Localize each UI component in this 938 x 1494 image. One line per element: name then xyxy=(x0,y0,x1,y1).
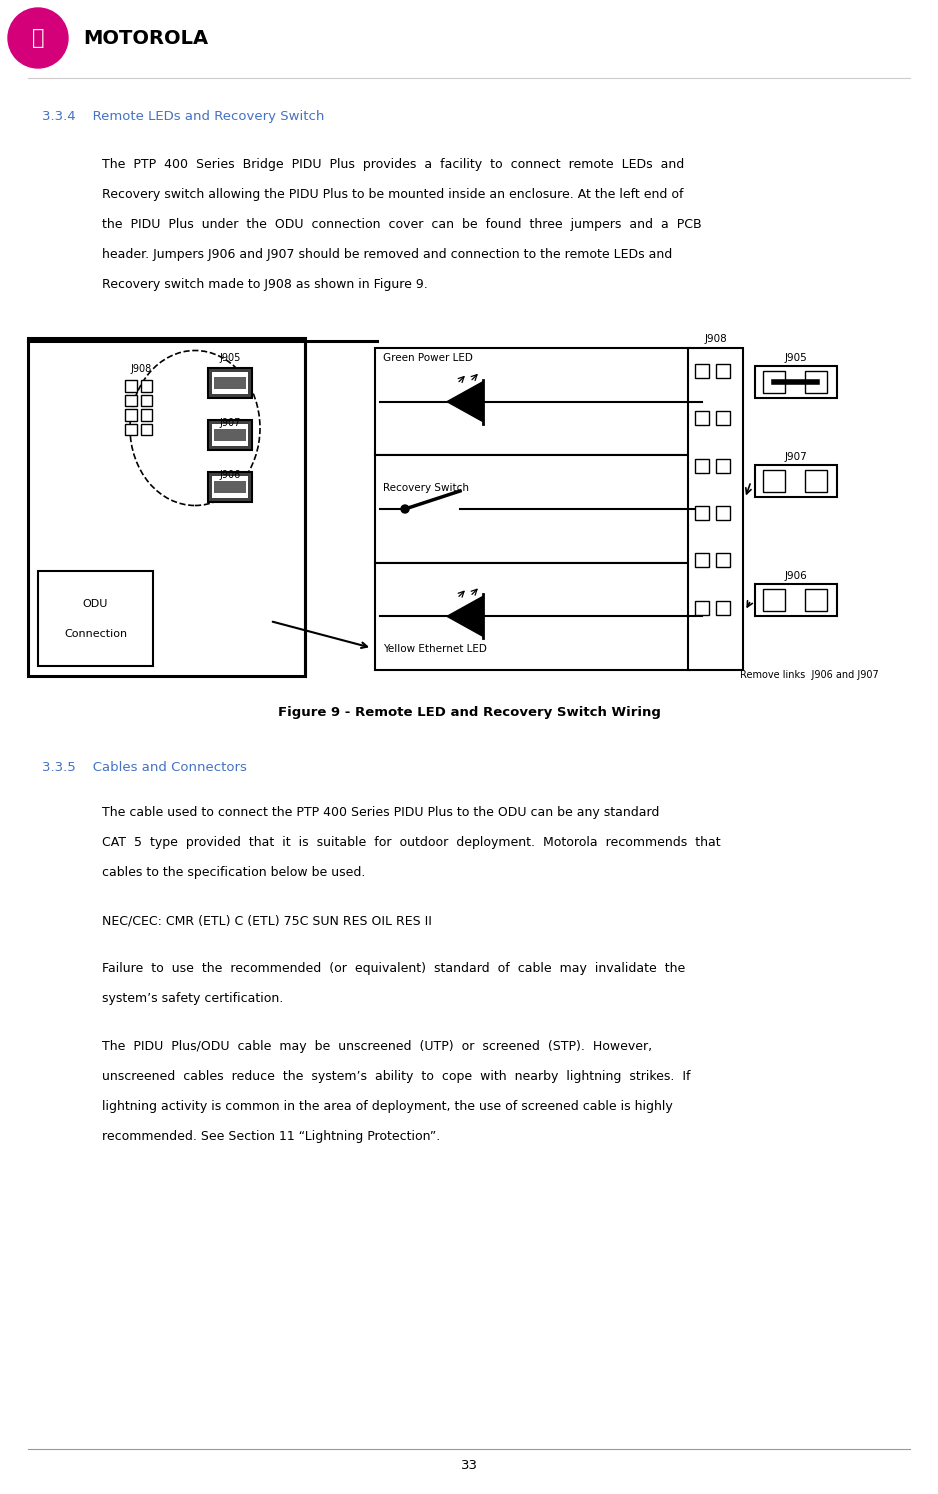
Bar xyxy=(716,601,730,614)
Text: MOTOROLA: MOTOROLA xyxy=(83,28,208,48)
Text: J907: J907 xyxy=(219,418,241,427)
Polygon shape xyxy=(447,596,483,636)
Bar xyxy=(805,589,827,611)
Bar xyxy=(208,472,252,502)
Circle shape xyxy=(401,505,409,512)
Bar xyxy=(208,420,252,450)
Bar xyxy=(716,459,730,472)
Text: Recovery switch allowing the PIDU Plus to be mounted inside an enclosure. At the: Recovery switch allowing the PIDU Plus t… xyxy=(102,188,684,202)
Text: cables to the specification below be used.: cables to the specification below be use… xyxy=(102,867,366,878)
Bar xyxy=(695,459,709,472)
Text: 3.3.4    Remote LEDs and Recovery Switch: 3.3.4 Remote LEDs and Recovery Switch xyxy=(42,111,325,123)
Circle shape xyxy=(8,7,68,69)
Bar xyxy=(755,584,837,616)
Text: J908: J908 xyxy=(704,335,727,344)
Bar xyxy=(805,471,827,493)
Bar xyxy=(38,571,153,666)
Text: Remove links  J906 and J907: Remove links J906 and J907 xyxy=(740,669,879,680)
Bar xyxy=(716,506,730,520)
Bar xyxy=(755,465,837,498)
Bar xyxy=(141,394,152,406)
Bar xyxy=(763,371,785,393)
Text: system’s safety certification.: system’s safety certification. xyxy=(102,992,283,1005)
Bar xyxy=(208,368,252,397)
Text: Connection: Connection xyxy=(64,629,127,639)
Bar xyxy=(716,411,730,426)
Bar xyxy=(214,481,246,493)
Text: The cable used to connect the PTP 400 Series PIDU Plus to the ODU can be any sta: The cable used to connect the PTP 400 Se… xyxy=(102,805,659,819)
Bar xyxy=(805,371,827,393)
Bar xyxy=(212,477,248,498)
Bar xyxy=(688,348,743,669)
Bar xyxy=(212,372,248,394)
Text: recommended. See Section 11 “Lightning Protection”.: recommended. See Section 11 “Lightning P… xyxy=(102,1129,440,1143)
Bar xyxy=(126,409,137,420)
Text: Recovery switch made to J908 as shown in Figure 9.: Recovery switch made to J908 as shown in… xyxy=(102,278,428,291)
Bar xyxy=(716,365,730,378)
Polygon shape xyxy=(447,381,483,421)
Text: Ⓜ: Ⓜ xyxy=(32,28,44,48)
Text: CAT  5  type  provided  that  it  is  suitable  for  outdoor  deployment.  Motor: CAT 5 type provided that it is suitable … xyxy=(102,837,720,849)
Bar xyxy=(695,553,709,568)
Bar xyxy=(763,589,785,611)
Bar xyxy=(126,379,137,391)
Text: J908: J908 xyxy=(130,365,151,374)
Text: header. Jumpers J906 and J907 should be removed and connection to the remote LED: header. Jumpers J906 and J907 should be … xyxy=(102,248,673,261)
Text: J905: J905 xyxy=(784,353,808,363)
Bar xyxy=(695,506,709,520)
Bar xyxy=(755,366,837,397)
Bar xyxy=(214,376,246,388)
Bar xyxy=(28,338,305,675)
Bar xyxy=(126,423,137,435)
Bar xyxy=(141,423,152,435)
Bar xyxy=(141,409,152,420)
Bar xyxy=(126,394,137,406)
Bar xyxy=(141,379,152,391)
Text: Figure 9 - Remote LED and Recovery Switch Wiring: Figure 9 - Remote LED and Recovery Switc… xyxy=(278,707,660,719)
Text: Yellow Ethernet LED: Yellow Ethernet LED xyxy=(383,644,487,654)
Text: Recovery Switch: Recovery Switch xyxy=(383,483,469,493)
Bar xyxy=(375,563,690,669)
Text: lightning activity is common in the area of deployment, the use of screened cabl: lightning activity is common in the area… xyxy=(102,1100,673,1113)
Text: 33: 33 xyxy=(461,1460,477,1472)
Text: The  PIDU  Plus/ODU  cable  may  be  unscreened  (UTP)  or  screened  (STP).  Ho: The PIDU Plus/ODU cable may be unscreene… xyxy=(102,1040,652,1053)
Bar xyxy=(695,601,709,614)
Bar xyxy=(212,424,248,447)
Text: unscreened  cables  reduce  the  system’s  ability  to  cope  with  nearby  ligh: unscreened cables reduce the system’s ab… xyxy=(102,1070,690,1083)
Text: J907: J907 xyxy=(784,453,808,462)
Bar xyxy=(375,348,690,456)
Text: The  PTP  400  Series  Bridge  PIDU  Plus  provides  a  facility  to  connect  r: The PTP 400 Series Bridge PIDU Plus prov… xyxy=(102,158,684,170)
Bar xyxy=(695,411,709,426)
Text: Failure  to  use  the  recommended  (or  equivalent)  standard  of  cable  may  : Failure to use the recommended (or equiv… xyxy=(102,962,686,976)
Bar xyxy=(214,429,246,441)
Text: J905: J905 xyxy=(219,353,241,363)
Bar xyxy=(375,456,690,563)
Bar xyxy=(716,553,730,568)
Text: the  PIDU  Plus  under  the  ODU  connection  cover  can  be  found  three  jump: the PIDU Plus under the ODU connection c… xyxy=(102,218,702,232)
Text: ODU: ODU xyxy=(83,599,108,610)
Bar xyxy=(695,365,709,378)
Text: J906: J906 xyxy=(784,571,808,581)
Bar xyxy=(763,471,785,493)
Text: 3.3.5    Cables and Connectors: 3.3.5 Cables and Connectors xyxy=(42,760,247,774)
Text: J906: J906 xyxy=(219,471,241,480)
Text: NEC/CEC: CMR (ETL) C (ETL) 75C SUN RES OIL RES II: NEC/CEC: CMR (ETL) C (ETL) 75C SUN RES O… xyxy=(102,914,431,926)
Text: Green Power LED: Green Power LED xyxy=(383,353,473,363)
